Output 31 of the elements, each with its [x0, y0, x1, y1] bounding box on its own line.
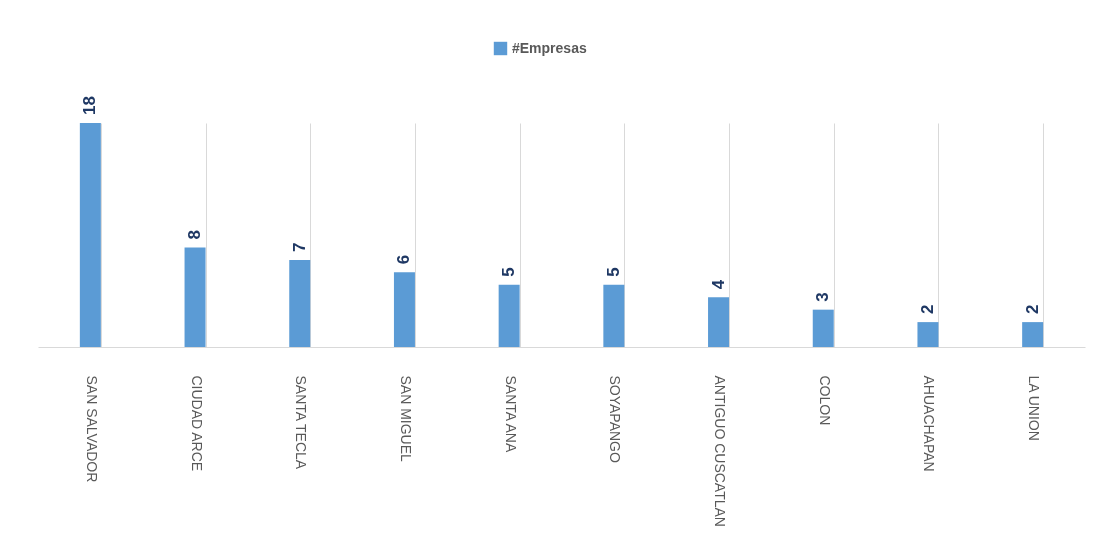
bar [184, 247, 206, 347]
bar [393, 272, 415, 347]
data-label: 2 [917, 304, 937, 315]
x-tick-label: SANTA ANA [502, 375, 519, 453]
x-tick-label: SANTA TECLA [293, 375, 310, 470]
data-label: 5 [499, 267, 519, 277]
x-tick-label: AHUACHAPAN [921, 375, 938, 472]
data-label: 8 [185, 229, 205, 240]
x-tick-label: CIUDAD ARCE [188, 375, 205, 472]
x-tick-label: COLON [816, 375, 833, 426]
data-label: 6 [394, 254, 414, 265]
data-label: 5 [603, 267, 623, 277]
bar [79, 123, 101, 347]
bar [1022, 322, 1044, 347]
data-label: 18 [80, 96, 100, 115]
data-label: 2 [1022, 304, 1042, 315]
bar [812, 309, 834, 347]
x-tick-label: SAN SALVADOR [83, 375, 100, 483]
x-tick-label: LA UNION [1026, 375, 1043, 441]
data-label: 3 [813, 292, 833, 302]
x-tick-label: SAN MIGUEL [397, 375, 414, 463]
data-label: 7 [289, 242, 309, 252]
data-label: 4 [708, 279, 728, 290]
x-tick-label: SOYAPANGO [607, 375, 624, 463]
bar [498, 284, 520, 347]
bar [603, 284, 625, 347]
legend-label: #Empresas [512, 39, 587, 56]
bar [708, 297, 730, 347]
bar [917, 322, 939, 347]
bar [289, 259, 311, 347]
x-tick-label: ANTIGUO CUSCATLAN [712, 375, 729, 527]
